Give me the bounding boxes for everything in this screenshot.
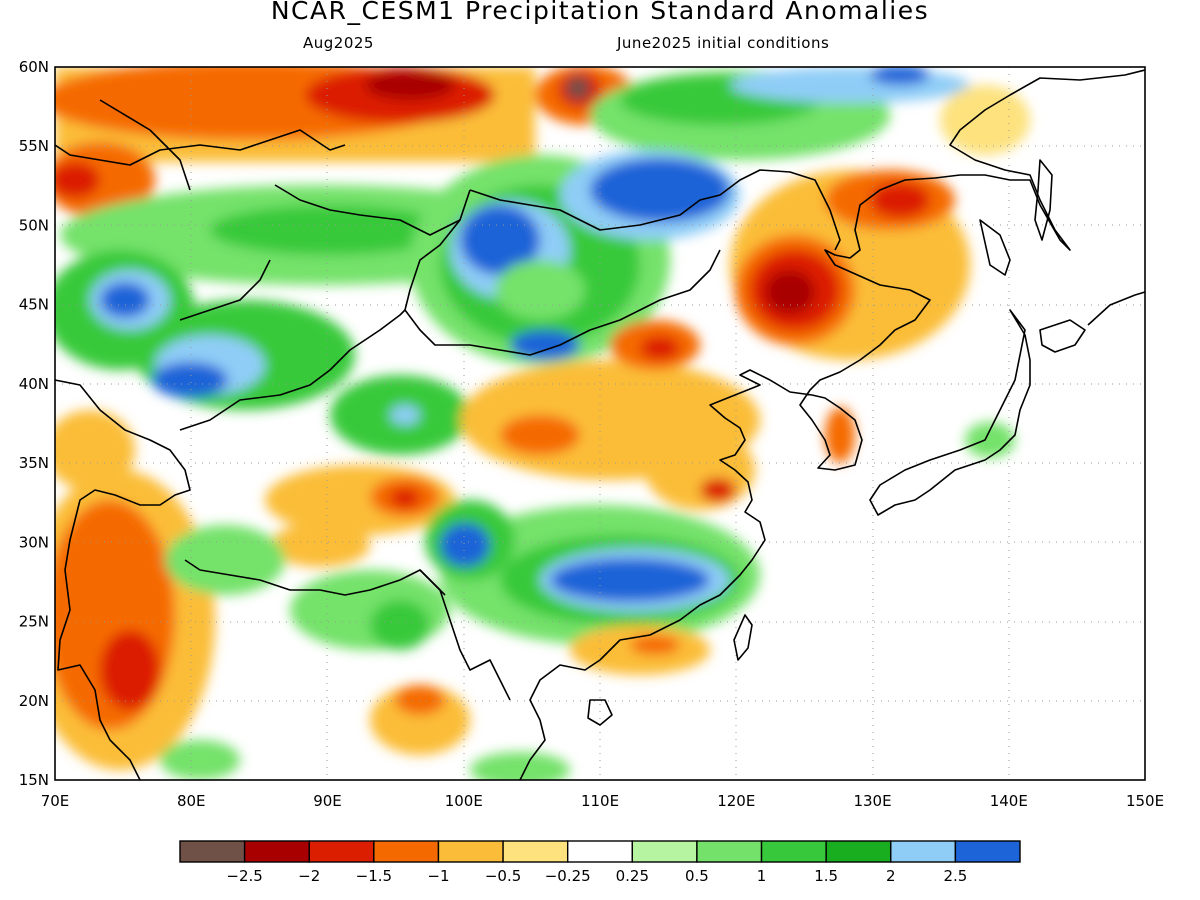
- lat-label: 15N: [19, 771, 49, 789]
- colorbar-swatch: [954, 840, 1021, 863]
- lon-label: 130E: [853, 792, 891, 810]
- colorbar-swatch: [760, 840, 827, 863]
- lat-label: 40N: [19, 375, 49, 393]
- colorbar-tick-label: 1: [757, 867, 767, 885]
- colorbar-swatch: [179, 840, 246, 863]
- colorbar-swatch: [566, 840, 634, 863]
- colorbar-tick-label: −2: [298, 867, 320, 885]
- longitude-labels: 70E 80E 90E 100E 110E 120E 130E 140E 150E: [41, 792, 1164, 810]
- lon-label: 80E: [177, 792, 206, 810]
- colorbar-tick-label: 2.5: [943, 867, 967, 885]
- colorbar-tick-label: 0.25: [616, 867, 649, 885]
- forecast-month: Aug2025: [303, 34, 374, 52]
- colorbar-tick-label: −2.5: [226, 867, 262, 885]
- colorbar-tick-label: −0.25: [545, 867, 591, 885]
- latitude-labels: 60N 55N 50N 45N 40N 35N 30N 25N 20N 15N: [19, 58, 49, 789]
- lat-label: 30N: [19, 533, 49, 551]
- lon-label: 120E: [717, 792, 755, 810]
- colorbar-tick-label: 2: [886, 867, 896, 885]
- colorbar-swatch: [243, 840, 310, 863]
- lat-label: 50N: [19, 216, 49, 234]
- anomaly-field: [55, 67, 1145, 780]
- coastlines-borders: [55, 69, 1145, 780]
- colorbar-swatch: [890, 840, 957, 863]
- lon-label: 90E: [313, 792, 342, 810]
- colorbar-swatch: [631, 840, 698, 863]
- colorbar: −2.5 −2 −1.5 −1 −0.5 −0.25 0.25 0.5 1 1.5 2 2.5: [179, 840, 1021, 885]
- colorbar-swatch: [825, 840, 892, 863]
- map-title: NCAR_CESM1 Precipitation Standard Anomal…: [270, 0, 930, 25]
- lon-label: 140E: [990, 792, 1028, 810]
- colorbar-tick-label: 1.5: [814, 867, 838, 885]
- lat-label: 45N: [19, 296, 49, 314]
- colorbar-swatch: [373, 840, 440, 863]
- lat-label: 60N: [19, 58, 49, 76]
- lon-label: 110E: [581, 792, 619, 810]
- initial-conditions: June2025 initial conditions: [617, 34, 830, 52]
- colorbar-swatch: [502, 840, 569, 863]
- lon-label: 100E: [445, 792, 483, 810]
- lat-label: 55N: [19, 137, 49, 155]
- colorbar-tick-label: −1: [427, 867, 449, 885]
- lon-label: 70E: [41, 792, 70, 810]
- lat-label: 35N: [19, 454, 49, 472]
- lat-label: 20N: [19, 692, 49, 710]
- lat-label: 25N: [19, 613, 49, 631]
- colorbar-swatch: [308, 840, 375, 863]
- colorbar-tick-label: −1.5: [356, 867, 392, 885]
- colorbar-swatch: [437, 840, 504, 863]
- lon-label: 150E: [1126, 792, 1164, 810]
- colorbar-swatch: [696, 840, 763, 863]
- colorbar-tick-label: −0.5: [485, 867, 521, 885]
- colorbar-tick-label: 0.5: [685, 867, 709, 885]
